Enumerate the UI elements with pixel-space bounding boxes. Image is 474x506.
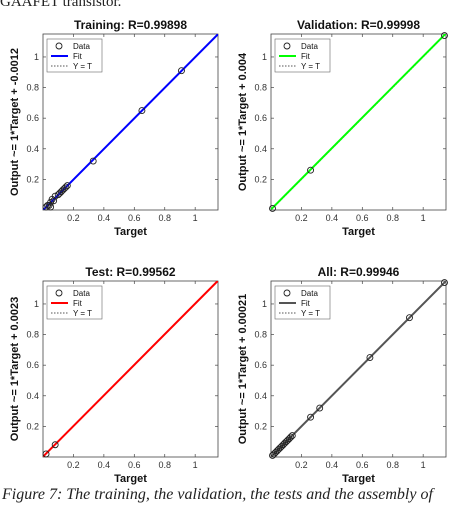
data-point xyxy=(50,197,58,205)
data-point xyxy=(138,107,146,114)
x-axis-label: Target xyxy=(114,226,147,238)
legend-fit-label: Fit xyxy=(301,52,311,61)
fit-line xyxy=(43,281,218,457)
data-point xyxy=(441,32,448,39)
chart-title: Validation: R=0.99998 xyxy=(297,18,420,32)
legend-data-label: Data xyxy=(301,289,318,298)
legend-data-marker xyxy=(283,289,291,297)
legend-fit-label: Fit xyxy=(301,299,311,308)
chart-panel-2: 0.2 0.4 0.6 0.8 1 0.2 0.4 0.6 0.8 1 Validation: R=… xyxy=(237,18,448,238)
figure-caption: Figure 7: The training, the validation, … xyxy=(2,486,433,503)
x-tick-label: 0.4 xyxy=(326,460,339,470)
data-point xyxy=(406,314,413,322)
data-point xyxy=(62,183,70,191)
data-point xyxy=(307,413,315,421)
data-point xyxy=(316,404,324,412)
data-point xyxy=(42,450,50,458)
x-axis-label: Target xyxy=(342,226,375,238)
legend-identity-label: Y = T xyxy=(73,62,92,71)
x-tick-label: 0.8 xyxy=(158,213,171,223)
x-tick-label: 0.8 xyxy=(386,460,399,470)
y-tick-label: 1 xyxy=(262,299,267,309)
y-tick-label: 1 xyxy=(34,299,39,309)
chart-title: Test: R=0.99562 xyxy=(85,265,175,279)
y-tick-label: 0.2 xyxy=(26,174,39,184)
y-axis-label: Output ~= 1*Target + 0.004 xyxy=(237,52,249,191)
y-tick-label: 0.2 xyxy=(254,174,267,184)
y-tick-label: 0.4 xyxy=(254,391,267,401)
data-point xyxy=(89,157,97,165)
legend-fit-label: Fit xyxy=(73,52,83,61)
legend-data-label: Data xyxy=(73,289,90,298)
fit-line xyxy=(271,281,446,457)
x-tick-label: 0.2 xyxy=(67,460,80,470)
data-point xyxy=(366,354,374,361)
x-tick-label: 0.8 xyxy=(158,460,171,470)
x-tick-label: 1 xyxy=(421,213,426,223)
y-tick-label: 1 xyxy=(262,52,267,62)
x-tick-label: 0.8 xyxy=(386,213,399,223)
legend-identity-label: Y = T xyxy=(73,309,92,318)
x-tick-label: 0.4 xyxy=(98,460,111,470)
x-tick-label: 0.6 xyxy=(128,213,141,223)
x-tick-label: 1 xyxy=(193,460,198,470)
x-axis-label: Target xyxy=(114,473,147,485)
x-tick-label: 0.4 xyxy=(326,213,339,223)
x-tick-label: 1 xyxy=(193,213,198,223)
legend-identity-label: Y = T xyxy=(301,309,320,318)
data-point xyxy=(63,182,71,189)
data-point xyxy=(47,203,55,211)
y-tick-label: 0.6 xyxy=(26,360,39,370)
y-axis-label: Output ~= 1*Target + -0.0012 xyxy=(9,48,21,196)
data-point xyxy=(287,433,295,441)
chart-title: Training: R=0.99898 xyxy=(74,18,187,32)
legend-data-marker xyxy=(55,289,63,297)
fit-line xyxy=(43,34,218,210)
y-tick-label: 0.2 xyxy=(26,421,39,431)
y-tick-label: 0.4 xyxy=(26,144,39,154)
chart-panel-1: 0.2 0.4 0.6 0.8 1 0.2 0.4 0.6 0.8 1 Training: R=0.… xyxy=(9,18,219,238)
y-tick-label: 0.4 xyxy=(26,391,39,401)
y-tick-label: 1 xyxy=(34,52,39,62)
legend-fit-label: Fit xyxy=(73,299,83,308)
x-axis-label: Target xyxy=(342,473,375,485)
y-tick-label: 0.4 xyxy=(254,144,267,154)
x-tick-label: 0.4 xyxy=(98,213,111,223)
legend-data-label: Data xyxy=(73,42,90,51)
data-point xyxy=(307,166,315,174)
y-axis-label: Output ~= 1*Target + 0.00021 xyxy=(237,294,249,445)
y-tick-label: 0.8 xyxy=(254,330,267,340)
data-point xyxy=(51,441,59,449)
y-tick-label: 0.8 xyxy=(254,83,267,93)
y-axis-label: Output ~= 1*Target + 0.0023 xyxy=(9,297,21,441)
legend-data-marker xyxy=(55,42,63,50)
page-top-fragment: GAAFET transistor. xyxy=(0,0,122,10)
x-tick-label: 0.6 xyxy=(356,213,369,223)
y-tick-label: 0.8 xyxy=(26,330,39,340)
x-tick-label: 1 xyxy=(421,460,426,470)
legend-identity-label: Y = T xyxy=(301,62,320,71)
y-tick-label: 0.6 xyxy=(26,113,39,123)
y-tick-label: 0.6 xyxy=(254,113,267,123)
legend-data-marker xyxy=(283,42,291,50)
x-tick-label: 0.6 xyxy=(128,460,141,470)
y-tick-label: 0.6 xyxy=(254,360,267,370)
chart-title: All: R=0.99946 xyxy=(318,265,400,279)
data-point xyxy=(269,205,276,212)
fit-line xyxy=(271,34,446,210)
data-point xyxy=(288,432,296,440)
legend-data-label: Data xyxy=(301,42,318,51)
y-tick-label: 0.8 xyxy=(26,83,39,93)
x-tick-label: 0.2 xyxy=(67,213,80,223)
x-tick-label: 0.2 xyxy=(295,460,308,470)
chart-panel-4: 0.2 0.4 0.6 0.8 1 0.2 0.4 0.6 0.8 1 All: R=0.99946… xyxy=(237,265,448,485)
chart-panel-3: 0.2 0.4 0.6 0.8 1 0.2 0.4 0.6 0.8 1 Test: R=0.9956… xyxy=(9,265,219,485)
x-tick-label: 0.6 xyxy=(356,460,369,470)
x-tick-label: 0.2 xyxy=(295,213,308,223)
y-tick-label: 0.2 xyxy=(254,421,267,431)
data-point xyxy=(441,279,448,286)
data-point xyxy=(178,67,185,75)
